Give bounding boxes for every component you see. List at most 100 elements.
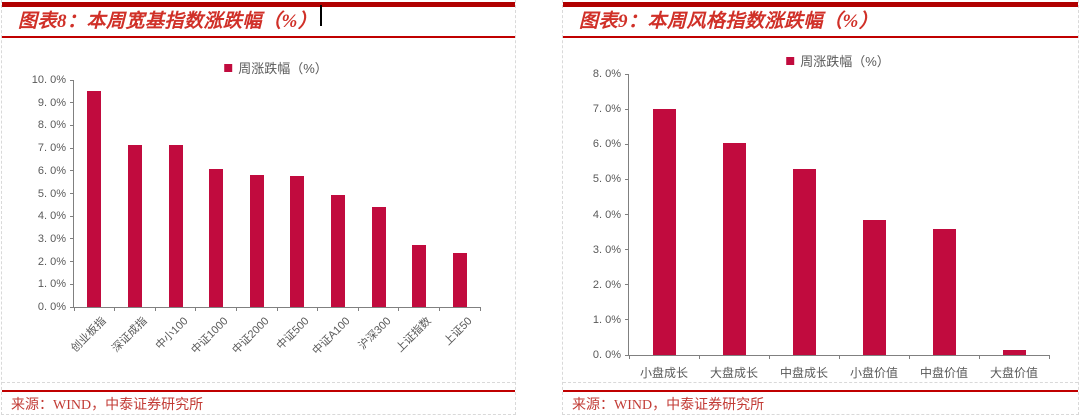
figure-9-source: 来源：WIND，中泰证券研究所: [572, 398, 765, 413]
x-axis-label: 大盘成长: [709, 366, 758, 380]
figure-8-title-row: 图表8：本周宽基指数涨跌幅（%）: [2, 5, 515, 38]
x-axis-tick-mark: [154, 307, 156, 311]
x-axis-tick-mark: [698, 355, 700, 359]
y-axis-tick-label: 0. 0%: [37, 301, 66, 313]
x-axis-tick-mark: [114, 307, 116, 311]
text-cursor: [320, 5, 323, 26]
y-axis-tick-mark: [70, 238, 74, 240]
figure-9-title-row: 图表9：本周风格指数涨跌幅（%）: [563, 8, 1078, 38]
figure-8-plot-area[interactable]: 0. 0% 1. 0% 2. 0% 3. 0% 4. 0% 5. 0% 6. 0% 7. 0%…: [32, 74, 481, 357]
x-axis-label: 中盘成长: [779, 366, 828, 380]
y-axis-tick-label: 4. 0%: [37, 210, 66, 223]
y-axis-tick-label: 3. 0%: [37, 232, 66, 245]
x-axis-tick-mark: [908, 355, 910, 359]
x-axis-tick-mark: [1048, 355, 1050, 359]
x-axis-label: 中证A100: [310, 315, 353, 358]
figure-8-panel: 图表8：本周宽基指数涨跌幅（%） 周涨跌幅（%） 0. 0% 1. 0% 2. 0%…: [1, 0, 516, 415]
x-axis-tick-mark: [195, 307, 197, 311]
bar: [862, 219, 886, 355]
y-axis-tick-label: 2. 0%: [592, 278, 621, 291]
y-axis-tick-mark: [625, 249, 629, 251]
bar: [127, 144, 142, 307]
source-rule: [563, 390, 1078, 392]
bar: [371, 207, 386, 307]
y-axis-tick-mark: [625, 178, 629, 180]
cell-divider: [2, 382, 515, 383]
y-axis-tick-label: 8. 0%: [592, 68, 621, 80]
x-axis-label: 中证1000: [189, 315, 231, 357]
x-axis-tick-mark: [838, 355, 840, 359]
y-axis-tick-mark: [70, 261, 74, 263]
x-axis-tick-mark: [398, 307, 400, 311]
figure-8-legend: 周涨跌幅（%）: [224, 58, 328, 77]
y-axis-tick-mark: [70, 193, 74, 194]
x-axis-label: 小盘成长: [639, 366, 688, 380]
figure-9-title[interactable]: 图表9：本周风格指数涨跌幅（%）: [579, 11, 879, 32]
bar: [87, 91, 102, 307]
bar: [1002, 349, 1026, 355]
x-axis-label: 上证50: [441, 315, 475, 348]
y-axis-tick-label: 8. 0%: [37, 119, 66, 132]
figure-8-title[interactable]: 图表8：本周宽基指数涨跌幅（%）: [18, 11, 318, 32]
figure-9-legend: 周涨跌幅（%）: [786, 51, 890, 70]
x-axis-label: 深证成指: [109, 315, 150, 355]
x-axis-tick-mark: [357, 307, 359, 311]
y-axis-tick-mark: [625, 73, 629, 75]
x-axis-label: 大盘价值: [989, 366, 1038, 380]
legend-swatch-icon: [786, 56, 795, 65]
y-axis-tick-mark: [70, 102, 74, 104]
y-axis-tick-label: 7. 0%: [592, 103, 621, 116]
figure-9-plot-area[interactable]: 0. 0% 1. 0% 2. 0% 3. 0% 4. 0% 5. 0% 6. 0% 7. 0%…: [593, 68, 1050, 380]
y-axis-tick-mark: [625, 354, 629, 356]
x-axis-tick-mark: [276, 307, 278, 311]
x-axis-tick-mark: [235, 307, 237, 311]
y-axis-tick-mark: [70, 283, 74, 285]
y-axis-tick-mark: [70, 306, 74, 308]
y-axis-tick-label: 9. 0%: [37, 96, 66, 109]
figure-8-source: 来源：WIND，中泰证券研究所: [11, 398, 204, 413]
y-axis-tick-label: 10. 0%: [31, 74, 66, 86]
bar: [209, 168, 224, 307]
y-axis-tick-mark: [625, 319, 629, 321]
x-axis-tick-mark: [978, 355, 980, 359]
bar: [722, 142, 746, 355]
y-axis-tick-mark: [70, 79, 74, 81]
cell-divider: [563, 382, 1078, 383]
y-axis-tick-mark: [70, 170, 74, 172]
y-axis-tick-mark: [625, 214, 629, 215]
x-axis-tick-mark: [438, 307, 440, 311]
legend-label: 周涨跌幅（%）: [238, 61, 328, 76]
x-axis-label: 上证指数: [394, 315, 434, 355]
y-axis-tick-mark: [70, 147, 74, 149]
y-axis-tick-label: 7. 0%: [37, 142, 66, 155]
source-rule: [2, 390, 515, 392]
legend-label: 周涨跌幅（%）: [800, 54, 890, 69]
bar: [168, 144, 183, 307]
y-axis-tick-mark: [625, 143, 629, 145]
bar: [412, 244, 427, 307]
y-axis-tick-mark: [70, 124, 74, 126]
y-axis-tick-label: 6. 0%: [592, 138, 621, 151]
x-axis-tick-mark: [479, 307, 481, 311]
y-axis-tick-label: 4. 0%: [592, 208, 621, 221]
x-axis-tick-mark: [628, 355, 630, 359]
y-axis-tick-label: 0. 0%: [592, 349, 621, 361]
x-axis-label: 中盘价值: [919, 366, 968, 380]
bar: [652, 109, 676, 355]
y-axis-tick-label: 1. 0%: [592, 313, 621, 326]
y-axis-tick-mark: [625, 108, 629, 110]
y-axis-tick-mark: [625, 284, 629, 286]
y-axis-tick-label: 6. 0%: [37, 164, 66, 177]
bar: [932, 228, 956, 355]
panel-top-rule: [563, 2, 1078, 7]
legend-swatch-icon: [224, 63, 233, 72]
bar: [792, 168, 816, 355]
x-axis-label: 小盘价值: [849, 366, 898, 380]
y-axis-tick-label: 3. 0%: [592, 243, 621, 256]
x-axis-tick-mark: [317, 307, 319, 311]
figure-9-panel: 图表9：本周风格指数涨跌幅（%） 周涨跌幅（%） 0. 0% 1. 0% 2. 0%…: [562, 0, 1079, 415]
bar: [290, 176, 305, 307]
y-axis-tick-mark: [70, 215, 74, 217]
y-axis-tick-label: 5. 0%: [37, 187, 66, 200]
